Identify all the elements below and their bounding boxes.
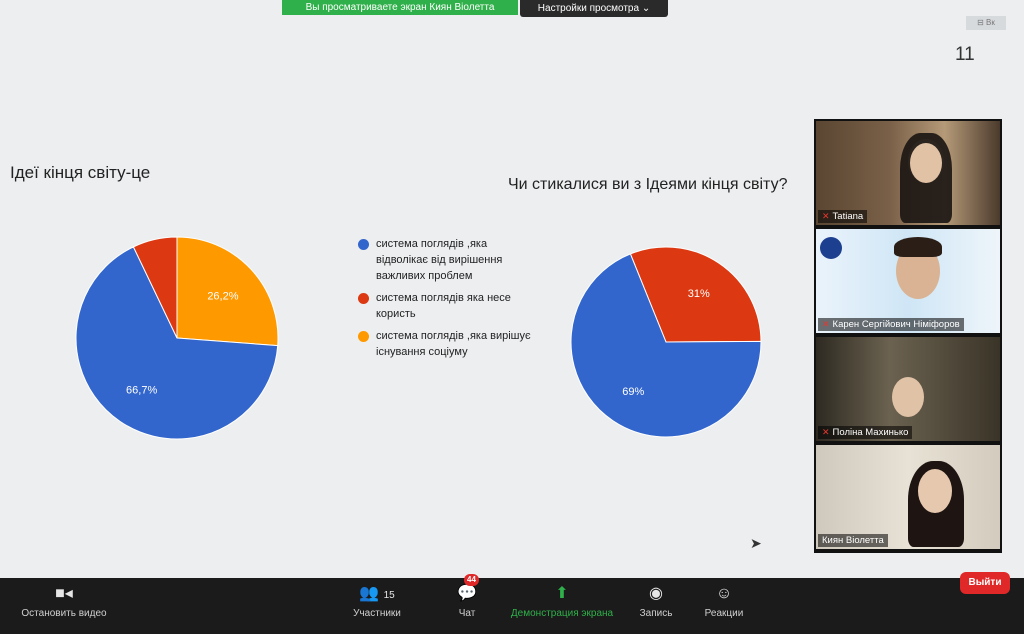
chart-legend: система поглядів ,яка відволікає від вир… (358, 236, 533, 366)
mic-muted-icon: ✕ (822, 319, 830, 329)
pie-chart-left: 26,2% 66,7% (75, 236, 279, 440)
video-tile[interactable]: ✕ Поліна Махинько (816, 337, 1000, 441)
pie-slice-label: 69% (622, 386, 644, 398)
pie-slice (570, 253, 762, 438)
leave-button[interactable]: Выйти (960, 572, 1010, 594)
share-screen-button[interactable]: ⬆ Демонстрация экрана (506, 578, 618, 634)
reactions-icon: ☺ (715, 585, 733, 602)
chat-button[interactable]: 💬 44 Чат (450, 574, 484, 634)
participant-name: ✕ Tatiana (818, 210, 868, 223)
participant-face (918, 469, 952, 513)
participant-name: Киян Віолетта (818, 534, 888, 547)
video-tile[interactable]: ✕ Карен Сергійович Німіфоров (816, 229, 1000, 333)
participant-name: ✕ Поліна Махинько (818, 426, 913, 439)
participant-face (910, 143, 942, 183)
participants-button[interactable]: 👥 15 Участники (348, 578, 406, 634)
share-screen-icon: ⬆ (555, 585, 569, 602)
page-number: 11 (955, 44, 975, 65)
meeting-toolbar: ■◂ Остановить видео 👥 15 Участники 💬 44 Ч… (0, 574, 1024, 634)
view-options-button[interactable]: Настройки просмотра ⌄ (520, 0, 668, 17)
legend-dot-red (358, 293, 369, 304)
sharing-banner: Вы просматриваете экран Киян Віолетта (282, 0, 518, 15)
participant-face (892, 377, 924, 417)
legend-label: система поглядів яка несе користь (376, 292, 511, 320)
record-icon: ◉ (649, 585, 663, 602)
participants-panel: ✕ Tatiana ✕ Карен Сергійович Німіфоров ✕ По… (814, 119, 1002, 553)
pie-slice-label: 26,2% (207, 290, 238, 302)
mouse-cursor-icon: ➤ (750, 535, 762, 551)
logo-icon (820, 237, 842, 259)
participant-name: ✕ Карен Сергійович Німіфоров (818, 318, 964, 331)
record-button[interactable]: ◉ Запись (634, 578, 678, 634)
video-camera-icon: ■◂ (55, 585, 73, 602)
participant-hair (894, 237, 942, 257)
legend-dot-orange (358, 331, 369, 342)
pie-chart-right: 31% 69% (570, 246, 762, 438)
video-tile-active-speaker[interactable]: Киян Віолетта (816, 445, 1000, 549)
right-chart-title: Чи стикалися ви з Ідеями кінця світу? (508, 176, 788, 193)
pie-slice (176, 236, 279, 347)
left-chart-title: Ідеї кінця світу-це (10, 163, 151, 182)
legend-item: система поглядів ,яка вирішує існування … (358, 328, 533, 360)
slide-corner-label: ⊟ Вк (966, 16, 1006, 30)
chat-badge: 44 (464, 574, 479, 586)
video-tile[interactable]: ✕ Tatiana (816, 121, 1000, 225)
pie-slice-label: 66,7% (126, 385, 157, 397)
pie-slice (132, 236, 178, 339)
legend-item: система поглядів яка несе користь (358, 290, 533, 322)
mic-muted-icon: ✕ (822, 427, 830, 437)
pie-slice (75, 246, 279, 440)
pie-slice-label: 31% (688, 288, 710, 300)
legend-label: система поглядів ,яка вирішує існування … (376, 330, 531, 358)
mic-muted-icon: ✕ (822, 211, 830, 221)
pie-slice (629, 246, 762, 343)
chat-icon: 💬 44 (457, 574, 479, 602)
legend-dot-blue (358, 239, 369, 250)
stop-video-button[interactable]: ■◂ Остановить видео (14, 578, 114, 634)
legend-label: система поглядів ,яка відволікає від вир… (376, 238, 503, 282)
legend-item: система поглядів ,яка відволікає від вир… (358, 236, 533, 284)
reactions-button[interactable]: ☺ Реакции (700, 578, 748, 634)
participants-icon: 👥 15 (359, 585, 395, 602)
